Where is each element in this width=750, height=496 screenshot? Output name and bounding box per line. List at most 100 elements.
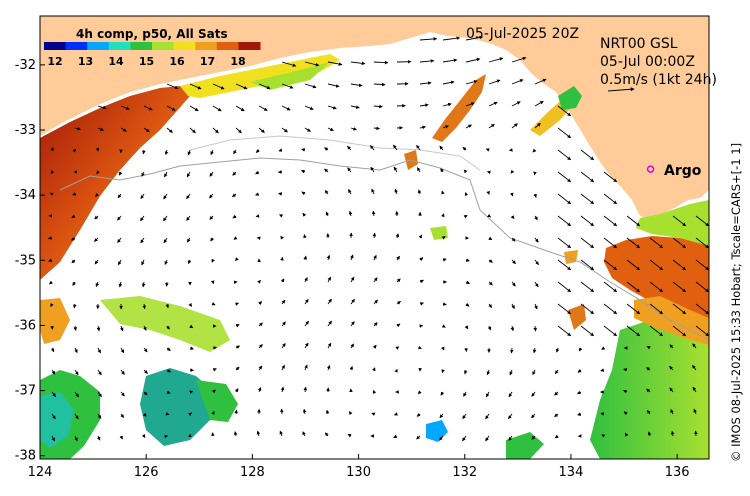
current-arrow: [508, 413, 513, 420]
current-arrow: [187, 149, 192, 156]
current-arrow: [488, 57, 504, 63]
current-arrow: [235, 366, 240, 371]
current-arrow: [554, 391, 559, 396]
colorbar-tick-label: 12: [47, 55, 62, 68]
current-arrow: [97, 127, 104, 131]
current-arrow: [463, 391, 467, 397]
current-arrow: [373, 82, 386, 87]
current-arrow: [419, 125, 426, 130]
current-arrow: [372, 389, 377, 394]
current-arrow: [280, 386, 285, 393]
current-info-line2: 05-Jul 00:00Z: [600, 54, 695, 70]
current-arrow: [280, 278, 285, 283]
current-arrow: [440, 168, 444, 173]
current-arrow: [304, 364, 308, 371]
current-arrow: [396, 255, 400, 261]
current-arrow: [669, 365, 674, 371]
current-arrow: [603, 237, 618, 249]
current-arrow: [327, 276, 331, 283]
current-arrow: [485, 391, 490, 398]
current-arrow: [695, 281, 709, 293]
current-arrow: [163, 215, 168, 222]
current-arrow: [211, 432, 215, 437]
current-arrow: [166, 325, 170, 330]
current-arrow: [649, 237, 664, 249]
current-arrow: [580, 171, 595, 183]
current-arrow: [485, 435, 490, 442]
current-arrow: [212, 105, 222, 112]
argo-label: Argo: [664, 163, 702, 179]
current-arrow: [235, 345, 241, 349]
current-arrow: [670, 408, 674, 415]
current-arrow: [72, 192, 77, 196]
current-arrow: [393, 412, 398, 416]
current-arrow: [350, 105, 360, 109]
current-arrow: [51, 435, 55, 442]
current-arrow: [74, 347, 78, 354]
current-arrow: [416, 413, 421, 417]
current-arrow: [350, 61, 366, 66]
current-arrow: [577, 369, 582, 373]
current-arrow: [649, 303, 664, 315]
current-arrow: [580, 237, 595, 249]
current-arrow: [557, 215, 572, 227]
current-arrow: [626, 237, 641, 249]
current-arrow: [372, 232, 377, 239]
current-arrow: [280, 235, 284, 240]
current-arrow: [350, 276, 355, 283]
current-arrow: [327, 320, 332, 327]
current-arrow: [212, 346, 218, 350]
x-tick-label: 130: [346, 465, 371, 480]
current-arrow: [143, 347, 148, 353]
current-arrow: [416, 144, 421, 151]
current-arrow: [210, 237, 214, 242]
current-arrow: [325, 409, 330, 415]
current-arrow: [465, 280, 471, 284]
current-arrow: [534, 215, 538, 221]
current-arrow: [672, 303, 687, 315]
current-arrow: [324, 168, 329, 173]
current-arrow: [510, 169, 515, 174]
current-arrow: [186, 215, 191, 221]
current-arrow: [669, 344, 674, 349]
current-arrow: [256, 430, 261, 437]
current-arrow: [373, 322, 378, 327]
current-arrow: [692, 343, 697, 349]
current-arrow: [580, 325, 595, 337]
current-arrow: [325, 211, 330, 217]
current-arrow: [258, 301, 263, 305]
current-arrow: [211, 302, 216, 306]
current-arrow: [534, 122, 541, 129]
current-arrow: [188, 412, 192, 417]
current-arrow: [120, 413, 124, 418]
current-arrow: [603, 193, 618, 205]
current-arrow: [327, 127, 334, 132]
current-arrow: [95, 281, 100, 287]
colorbar: 4h comp, p50, All Sats 12 13 14 15 16 17 18: [44, 27, 261, 68]
current-arrow: [71, 259, 76, 264]
y-tick-label: -37: [15, 384, 36, 399]
colorbar-swatch: [65, 42, 88, 50]
current-arrow: [166, 127, 173, 133]
current-arrow: [72, 148, 77, 153]
current-arrow: [419, 37, 438, 41]
current-arrow: [235, 324, 240, 328]
current-arrow: [279, 214, 284, 218]
current-arrow: [531, 413, 536, 419]
current-arrow: [234, 388, 239, 393]
current-arrow: [442, 125, 449, 129]
plot-frame: [39, 15, 710, 460]
current-arrow: [441, 213, 445, 218]
x-tick-label: 126: [134, 465, 159, 480]
current-arrow: [324, 190, 329, 195]
current-arrow: [51, 369, 56, 375]
current-arrow: [534, 259, 539, 266]
colorbar-swatch: [195, 42, 218, 50]
colorbar-swatch: [238, 42, 261, 50]
current-arrow: [531, 391, 536, 397]
current-arrow: [233, 431, 238, 437]
current-arrow: [485, 148, 490, 152]
current-arrow: [603, 303, 618, 315]
current-arrow: [465, 57, 481, 63]
current-arrow: [557, 303, 572, 315]
